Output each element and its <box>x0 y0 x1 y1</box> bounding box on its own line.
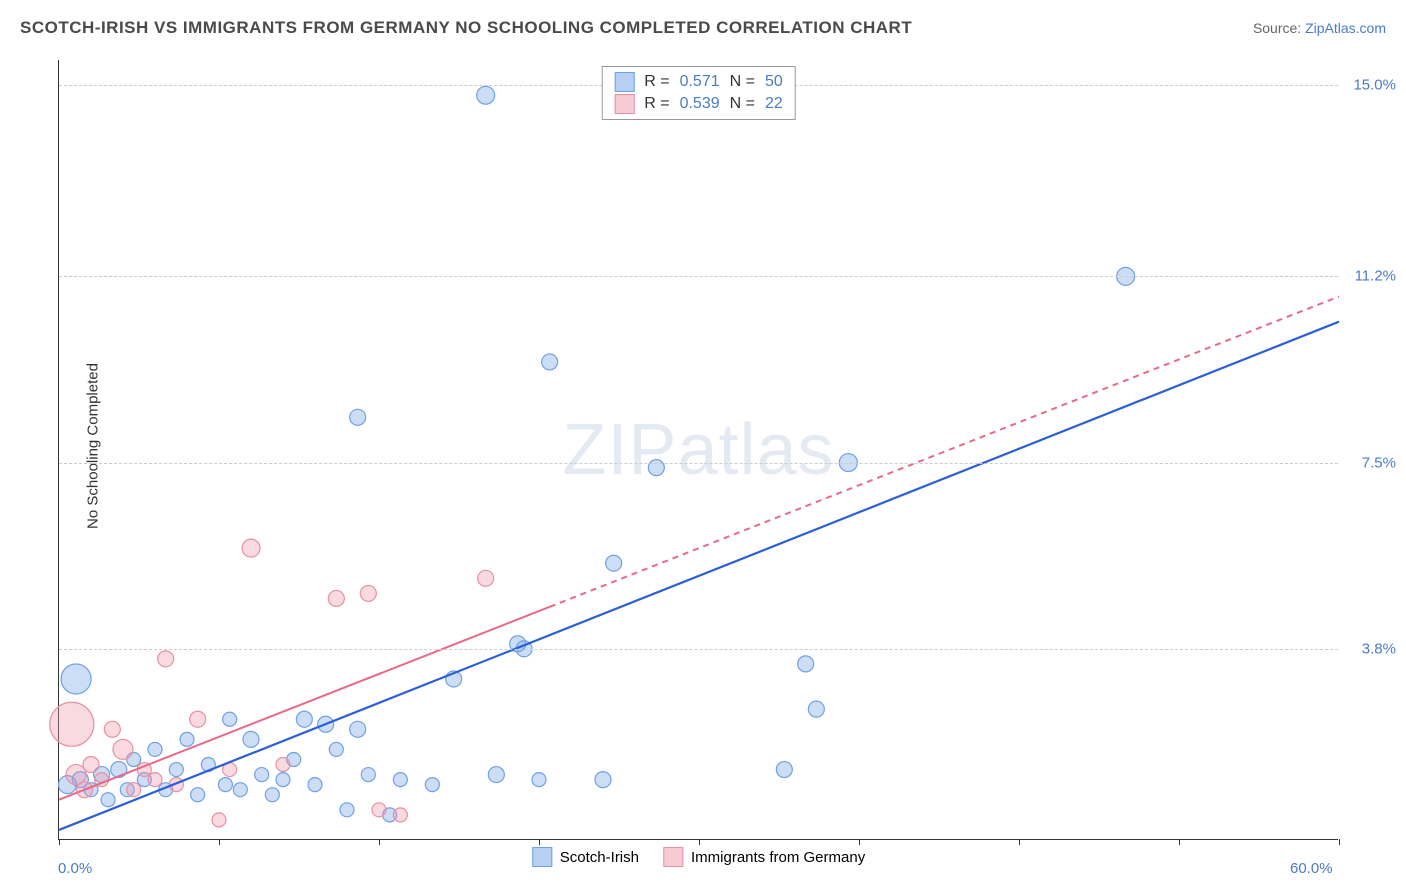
data-point <box>83 757 99 773</box>
data-point <box>148 742 162 756</box>
plot-area: ZIPatlas R = 0.571 N = 50 R = 0.539 N = … <box>58 60 1338 840</box>
source-link[interactable]: ZipAtlas.com <box>1305 20 1386 36</box>
n-label: N = <box>730 95 755 113</box>
r-value-1: 0.539 <box>680 95 720 113</box>
r-value-0: 0.571 <box>680 73 720 91</box>
r-label: R = <box>644 73 669 91</box>
data-point <box>542 354 558 370</box>
data-point <box>393 773 407 787</box>
y-tick-label: 15.0% <box>1353 77 1396 94</box>
n-label: N = <box>730 73 755 91</box>
data-point <box>808 701 824 717</box>
data-point <box>50 702 94 746</box>
data-point <box>127 783 141 797</box>
chart-title: SCOTCH-IRISH VS IMMIGRANTS FROM GERMANY … <box>20 18 912 38</box>
legend-series: Scotch-Irish Immigrants from Germany <box>532 847 865 867</box>
data-point <box>218 778 232 792</box>
data-point <box>276 758 290 772</box>
data-point <box>329 742 343 756</box>
chart-svg <box>59 60 1338 839</box>
data-point <box>478 570 494 586</box>
n-value-1: 22 <box>765 95 783 113</box>
data-point <box>212 813 226 827</box>
r-label: R = <box>644 95 669 113</box>
data-point <box>350 409 366 425</box>
legend-swatch-blue <box>614 72 634 92</box>
data-point <box>532 773 546 787</box>
data-point <box>276 773 290 787</box>
y-tick-label: 3.8% <box>1362 640 1396 657</box>
gridline <box>59 276 1338 277</box>
data-point <box>488 767 504 783</box>
data-point <box>477 86 495 104</box>
x-tick <box>379 839 380 845</box>
data-point <box>101 793 115 807</box>
legend-stats-row: R = 0.571 N = 50 <box>614 71 783 93</box>
data-point <box>328 590 344 606</box>
source-label: Source: <box>1253 20 1305 36</box>
data-point <box>169 763 183 777</box>
x-axis-min-label: 0.0% <box>58 860 92 877</box>
data-point <box>61 664 91 694</box>
x-tick <box>1179 839 1180 845</box>
x-axis-max-label: 60.0% <box>1290 860 1333 877</box>
data-point <box>180 732 194 746</box>
legend-label: Immigrants from Germany <box>691 849 865 866</box>
legend-stats-row: R = 0.539 N = 22 <box>614 93 783 115</box>
data-point <box>158 651 174 667</box>
x-tick <box>219 839 220 845</box>
data-point <box>606 555 622 571</box>
data-point <box>243 731 259 747</box>
legend-item: Scotch-Irish <box>532 847 639 867</box>
data-point <box>776 762 792 778</box>
data-point <box>308 778 322 792</box>
legend-swatch-pink <box>614 94 634 114</box>
data-point <box>798 656 814 672</box>
trend-line-dashed <box>550 297 1339 607</box>
x-tick <box>1019 839 1020 845</box>
data-point <box>255 768 269 782</box>
data-point <box>372 803 386 817</box>
y-tick-label: 11.2% <box>1355 268 1396 285</box>
data-point <box>190 711 206 727</box>
x-tick <box>1339 839 1340 845</box>
y-tick-label: 7.5% <box>1362 454 1396 471</box>
legend-item: Immigrants from Germany <box>663 847 865 867</box>
data-point <box>361 768 375 782</box>
data-point <box>223 712 237 726</box>
data-point <box>111 762 127 778</box>
data-point <box>104 721 120 737</box>
legend-swatch-pink <box>663 847 683 867</box>
data-point <box>296 711 312 727</box>
legend-label: Scotch-Irish <box>560 849 639 866</box>
data-point <box>242 539 260 557</box>
gridline <box>59 649 1338 650</box>
data-point <box>425 778 439 792</box>
x-tick <box>539 839 540 845</box>
legend-stats: R = 0.571 N = 50 R = 0.539 N = 22 <box>601 66 796 120</box>
data-point <box>233 783 247 797</box>
legend-swatch-blue <box>532 847 552 867</box>
n-value-0: 50 <box>765 73 783 91</box>
x-tick <box>59 839 60 845</box>
trend-line <box>59 607 550 800</box>
data-point <box>393 808 407 822</box>
data-point <box>595 772 611 788</box>
x-tick <box>699 839 700 845</box>
gridline <box>59 463 1338 464</box>
data-point <box>265 788 279 802</box>
data-point <box>191 788 205 802</box>
data-point <box>113 739 133 759</box>
data-point <box>360 585 376 601</box>
source-attribution: Source: ZipAtlas.com <box>1253 20 1386 36</box>
data-point <box>340 803 354 817</box>
data-point <box>148 773 162 787</box>
trend-line <box>59 322 1339 830</box>
data-point <box>350 721 366 737</box>
x-tick <box>859 839 860 845</box>
